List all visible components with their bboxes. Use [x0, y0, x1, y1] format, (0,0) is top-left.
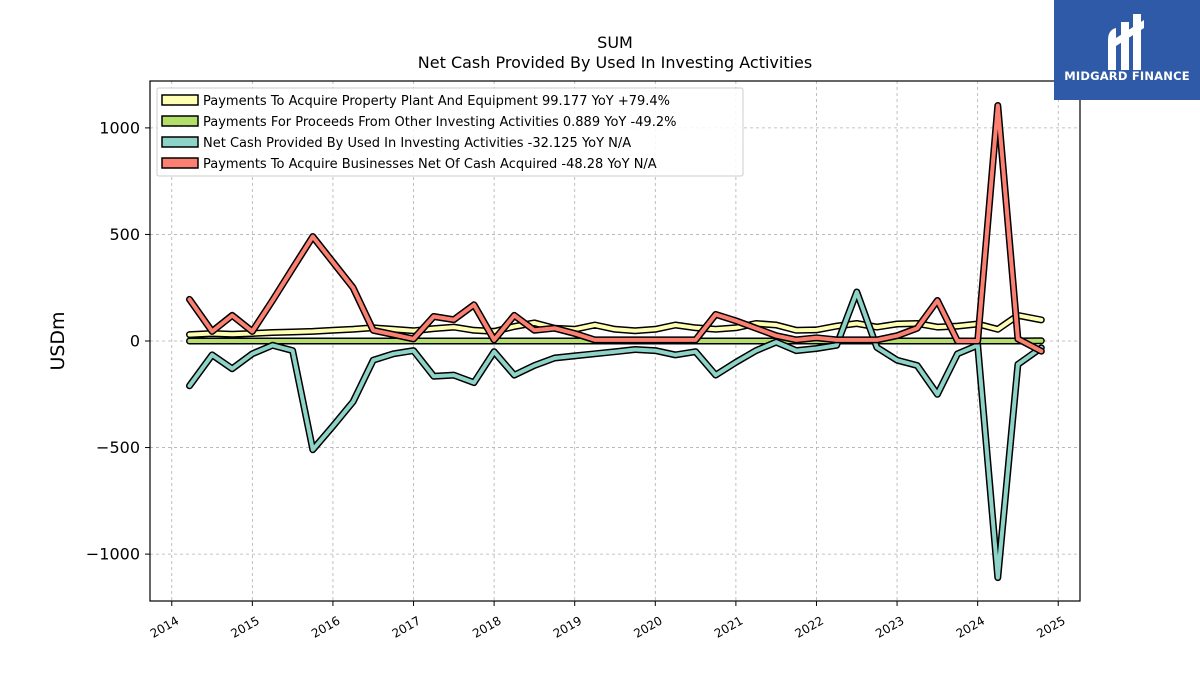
legend-item: Net Cash Provided By Used In Investing A… — [161, 136, 631, 151]
y-axis-label: USDm — [47, 311, 69, 370]
legend-label: Payments For Proceeds From Other Investi… — [203, 115, 676, 130]
x-axis: 2014 2015 2016 2017 2018 2019 2020 2021 2022 2023… — [148, 601, 1068, 641]
y-tick-label: −1000 — [86, 545, 140, 564]
x-tick-label: 2025 — [1034, 613, 1067, 640]
brand-mark-icon — [1108, 14, 1144, 70]
legend-item: Payments For Proceeds From Other Investi… — [161, 115, 676, 130]
legend-label: Net Cash Provided By Used In Investing A… — [203, 136, 631, 151]
legend-swatch — [161, 94, 199, 106]
series-3 — [186, 288, 1045, 582]
legend-item: Payments To Acquire Property Plant And E… — [161, 94, 670, 109]
x-tick-label: 2016 — [309, 613, 342, 640]
legend-swatch — [161, 115, 199, 127]
legend-box — [156, 87, 744, 177]
x-tick-label: 2018 — [470, 613, 503, 640]
series-4 — [186, 102, 1045, 355]
x-tick-label: 2020 — [631, 613, 664, 640]
x-tick-label: 2015 — [228, 613, 261, 640]
legend-item: Payments To Acquire Businesses Net Of Ca… — [161, 157, 657, 172]
brand-name: MIDGARD FINANCE — [1064, 69, 1190, 83]
legend-swatch — [161, 157, 199, 169]
x-tick-label: 2017 — [390, 613, 423, 640]
chart-title: SUM — [597, 33, 633, 52]
x-tick-label: 2023 — [873, 613, 906, 640]
x-tick-label: 2021 — [712, 613, 745, 640]
y-axis: 1000 500 0 −500 −1000 — [86, 118, 150, 564]
x-tick-label: 2024 — [954, 613, 987, 640]
series-line — [187, 313, 1044, 337]
y-tick-label: 500 — [109, 225, 140, 244]
y-tick-label: −500 — [96, 438, 140, 457]
legend: Payments To Acquire Property Plant And E… — [156, 87, 744, 177]
brand-logo: MIDGARD FINANCE — [1054, 0, 1200, 100]
y-tick-label: 1000 — [99, 118, 140, 137]
legend-label: Payments To Acquire Property Plant And E… — [203, 94, 670, 109]
series-layer — [186, 102, 1045, 582]
series-line-outline — [186, 288, 1045, 582]
series-1 — [186, 311, 1045, 339]
series-line — [187, 103, 1044, 354]
y-tick-label: 0 — [130, 332, 140, 351]
chart-subtitle: Net Cash Provided By Used In Investing A… — [418, 53, 812, 72]
x-tick-label: 2014 — [148, 613, 181, 640]
series-line — [187, 290, 1044, 580]
x-tick-label: 2019 — [551, 613, 584, 640]
legend-label: Payments To Acquire Businesses Net Of Ca… — [203, 157, 657, 172]
legend-swatch — [161, 136, 199, 148]
x-tick-label: 2022 — [793, 613, 826, 640]
